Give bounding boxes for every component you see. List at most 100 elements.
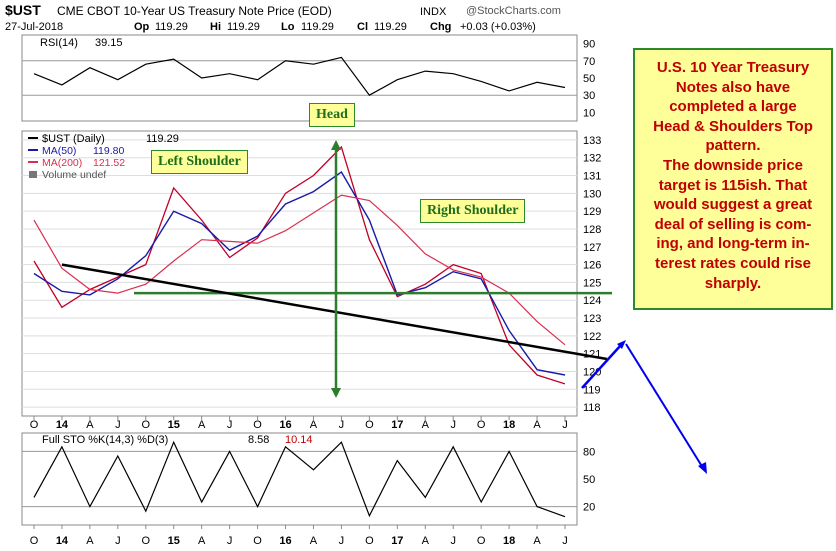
price-tick-label: 120 [583,366,601,378]
x-tick-label: A [86,535,94,547]
brand-logo: @StockCharts.com [466,5,561,17]
x-tick-label: A [310,535,318,547]
projection-arrows [581,340,707,474]
head-arrow-up-tip [331,140,341,150]
x-axis-bottom: O 14 A J O 15 A J O 16 A J O 17 A J O 18 A J [30,525,568,547]
x-tick-label: J [227,535,233,547]
chart-date: 27-Jul-2018 [5,21,63,33]
note-line: Head & Shoulders Top [653,117,813,135]
price-tick-label: 130 [583,188,601,200]
x-tick-label: A [86,419,94,431]
legend-volume: Volume undef [42,169,106,181]
x-tick-label: O [253,535,262,547]
chart-frame: $UST CME CBOT 10-Year US Treasury Note P… [5,2,612,547]
rsi-value: 39.15 [95,37,123,49]
price-tick-label: 123 [583,313,601,325]
chart-symbol: $UST [5,2,41,18]
sto-label: Full STO %K(14,3) %D(3) [42,434,168,446]
legend-ma50: MA(50) [42,145,76,157]
head-arrow-down-tip [331,388,341,398]
cl-value: 119.29 [374,21,407,33]
rsi-grid [22,60,577,96]
x-tick-label: A [533,419,541,431]
x-axis-main: O 14 A J O 15 A J O 16 A J O 17 A J O 18 A J [30,416,568,431]
price-ticks: 1331321311301291281271261251241231221211… [583,135,601,414]
legend-price-value: 119.29 [146,133,179,145]
x-tick-label: O [365,419,374,431]
projection-arrow-up-tip [617,340,626,349]
lo-value: 119.29 [301,21,334,33]
price-tick-label: 129 [583,206,601,218]
price-tick-label: 132 [583,153,601,165]
note-line: pattern. [705,137,761,155]
chg-label: Chg [430,21,451,33]
sto-tick-label: 20 [583,502,595,514]
x-tick-label: O [365,535,374,547]
left-shoulder-label: Left Shoulder [151,150,248,174]
price-tick-label: 126 [583,260,601,272]
x-tick-label: J [115,419,121,431]
x-tick-label: O [477,535,486,547]
head-label: Head [309,103,355,127]
x-tick-label: A [198,419,206,431]
sto-k-line [33,440,566,518]
rsi-tick-label: 70 [583,56,595,68]
price-tick-label: 128 [583,224,601,236]
right-shoulder-label: Right Shoulder [420,199,526,223]
cl-label: Cl [357,21,368,33]
x-tick-label: A [422,419,430,431]
sto-tick-label: 50 [583,474,595,486]
legend-ma200: MA(200) [42,157,82,169]
legend-ma200-value: 121.52 [93,157,125,169]
x-tick-label: O [477,419,486,431]
legend-volume-swatch [29,171,37,178]
pattern-annotations [61,140,612,398]
rsi-tick-label: 50 [583,73,595,85]
x-tick-label: O [30,419,39,431]
x-tick-label: A [310,419,318,431]
chart-title: CME CBOT 10-Year US Treasury Note Price … [57,4,332,18]
x-tick-label: J [450,535,456,547]
x-tick-label: A [533,535,541,547]
x-tick-label: 17 [391,535,403,547]
note-line: U.S. 10 Year Treasury [656,59,810,76]
price-tick-label: 119 [583,384,601,396]
projection-arrow-down [625,343,704,469]
x-tick-label: 14 [56,419,69,431]
x-tick-label: J [562,419,568,431]
hi-label: Hi [210,21,221,33]
op-label: Op [134,21,150,33]
lo-label: Lo [281,21,295,33]
chg-value: +0.03 (+0.03%) [460,21,536,33]
x-tick-label: A [198,535,206,547]
sto-value-d: 10.14 [285,434,313,446]
rsi-series [33,56,566,96]
sto-panel [21,432,578,526]
x-tick-label: A [422,535,430,547]
rsi-tick-label: 90 [583,39,595,51]
x-tick-label: O [142,535,151,547]
note-line: The downside price [662,156,804,174]
x-tick-label: O [30,535,39,547]
chart-index: INDX [420,6,447,18]
rsi-ticks: 90 70 50 30 10 [583,39,595,120]
sto-tick-label: 80 [583,446,595,458]
x-tick-label: J [115,535,121,547]
x-tick-label: 16 [279,535,291,547]
x-tick-label: 17 [391,419,403,431]
x-tick-label: J [227,419,233,431]
note-line: terest rates could rise [655,254,811,272]
rsi-tick-label: 30 [583,90,595,102]
rsi-tick-label: 10 [583,107,595,119]
x-tick-label: J [450,419,456,431]
legend-ma50-value: 119.80 [93,145,124,157]
note-line: ing, and long-term in- [656,235,810,253]
price-tick-label: 124 [583,295,601,307]
projection-arrow-down-tip [698,462,707,474]
x-tick-label: J [339,535,345,547]
commentary-note: U.S. 10 Year Treasury Notes also have comp… [633,48,833,310]
x-tick-label: O [142,419,151,431]
note-line: completed a large [669,98,797,116]
sto-value-k: 8.58 [248,434,269,446]
price-tick-label: 127 [583,242,601,254]
